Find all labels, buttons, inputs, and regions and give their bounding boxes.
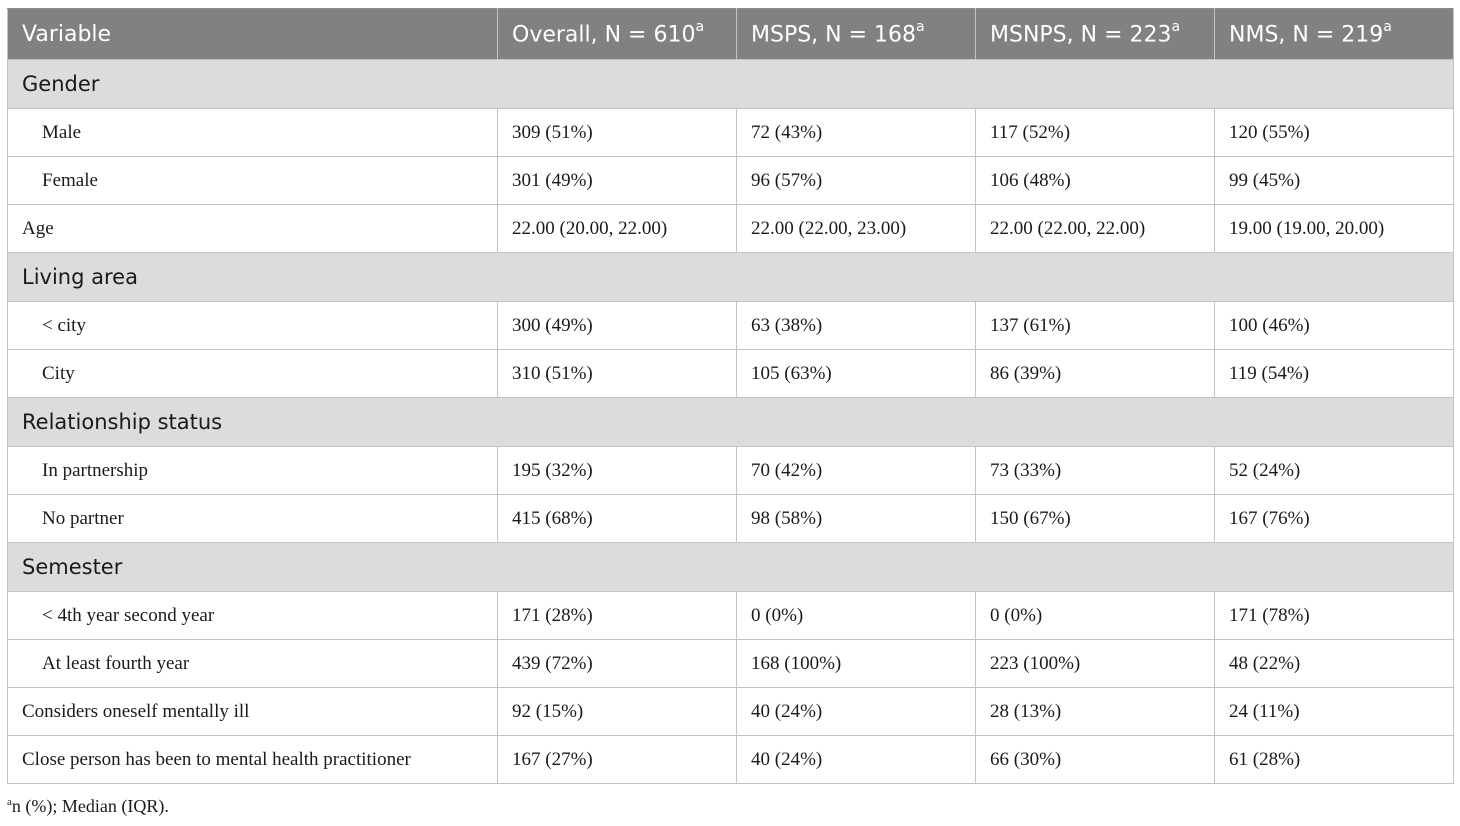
table-cell: 98 (58%) (736, 494, 976, 543)
header-label: MSNPS, N = 223 (990, 22, 1172, 48)
section-label: Relationship status (7, 397, 1454, 447)
table-body: Gender Male 309 (51%) 72 (43%) 117 (52%) 120 … (7, 59, 1454, 784)
table-row: Female 301 (49%) 96 (57%) 106 (48%) 99 (45%) (7, 156, 1454, 205)
table-cell: 167 (27%) (497, 735, 737, 784)
row-label: City (7, 349, 498, 398)
table-cell: 24 (11%) (1214, 687, 1454, 736)
table-cell: 92 (15%) (497, 687, 737, 736)
header-column: Overall, N = 610a (497, 8, 737, 60)
section-row: Living area (7, 252, 1454, 302)
table-cell: 63 (38%) (736, 301, 976, 350)
table-row: < city 300 (49%) 63 (38%) 137 (61%) 100 (46%… (7, 301, 1454, 350)
table-cell: 167 (76%) (1214, 494, 1454, 543)
table-row: Male 309 (51%) 72 (43%) 117 (52%) 120 (55%) (7, 108, 1454, 157)
table-cell: 117 (52%) (975, 108, 1215, 157)
section-row: Semester (7, 542, 1454, 592)
table-row: No partner 415 (68%) 98 (58%) 150 (67%) 167 … (7, 494, 1454, 543)
table-cell: 309 (51%) (497, 108, 737, 157)
table-cell: 0 (0%) (975, 591, 1215, 640)
row-label: Age (7, 204, 498, 253)
table-cell: 48 (22%) (1214, 639, 1454, 688)
table-cell: 40 (24%) (736, 735, 976, 784)
table-cell: 171 (78%) (1214, 591, 1454, 640)
header-label: Overall, N = 610 (512, 22, 696, 48)
table-cell: 168 (100%) (736, 639, 976, 688)
table-cell: 223 (100%) (975, 639, 1215, 688)
row-label: < city (7, 301, 498, 350)
table-cell: 19.00 (19.00, 20.00) (1214, 204, 1454, 253)
header-column: MSPS, N = 168a (736, 8, 976, 60)
row-label: In partnership (7, 446, 498, 495)
row-label: At least fourth year (7, 639, 498, 688)
table-cell: 73 (33%) (975, 446, 1215, 495)
table-cell: 415 (68%) (497, 494, 737, 543)
table-cell: 0 (0%) (736, 591, 976, 640)
header-footnote-marker: a (1171, 18, 1181, 35)
row-label: Female (7, 156, 498, 205)
header-label: Variable (22, 21, 112, 47)
table-cell: 86 (39%) (975, 349, 1215, 398)
table-footnote: an (%); Median (IQR). (7, 796, 169, 817)
row-label: Male (7, 108, 498, 157)
section-row: Gender (7, 59, 1454, 109)
header-footnote-marker: a (1383, 18, 1392, 35)
footnote-marker: a (7, 796, 12, 808)
table-cell: 171 (28%) (497, 591, 737, 640)
row-label: No partner (7, 494, 498, 543)
table-cell: 301 (49%) (497, 156, 737, 205)
table-cell: 22.00 (22.00, 22.00) (975, 204, 1215, 253)
header-column: MSNPS, N = 223a (975, 8, 1215, 60)
section-label: Living area (7, 252, 1454, 302)
table-cell: 66 (30%) (975, 735, 1215, 784)
table-header-row: Variable Overall, N = 610a MSPS, N = 168a M… (7, 8, 1454, 60)
header-column: NMS, N = 219a (1214, 8, 1454, 60)
table-row: Age 22.00 (20.00, 22.00) 22.00 (22.00, 23.… (7, 204, 1454, 253)
table-cell: 105 (63%) (736, 349, 976, 398)
table-cell: 61 (28%) (1214, 735, 1454, 784)
table-cell: 28 (13%) (975, 687, 1215, 736)
table-cell: 72 (43%) (736, 108, 976, 157)
section-label: Semester (7, 542, 1454, 592)
header-variable: Variable (7, 8, 498, 60)
table-cell: 195 (32%) (497, 446, 737, 495)
table-cell: 96 (57%) (736, 156, 976, 205)
table-cell: 40 (24%) (736, 687, 976, 736)
table-row: < 4th year second year 171 (28%) 0 (0%) 0 (… (7, 591, 1454, 640)
table-cell: 119 (54%) (1214, 349, 1454, 398)
table-cell: 137 (61%) (975, 301, 1215, 350)
footnote-text: n (%); Median (IQR). (11, 796, 169, 816)
row-label: < 4th year second year (7, 591, 498, 640)
data-table: Variable Overall, N = 610a MSPS, N = 168a M… (7, 8, 1454, 784)
section-row: Relationship status (7, 397, 1454, 447)
table-row: In partnership 195 (32%) 70 (42%) 73 (33%) 5… (7, 446, 1454, 495)
header-footnote-marker: a (916, 18, 925, 35)
table-row: Close person has been to mental health p… (7, 735, 1454, 784)
table-cell: 99 (45%) (1214, 156, 1454, 205)
table-cell: 22.00 (22.00, 23.00) (736, 204, 976, 253)
table-cell: 106 (48%) (975, 156, 1215, 205)
table-cell: 70 (42%) (736, 446, 976, 495)
row-label: Close person has been to mental health p… (7, 735, 498, 784)
table-cell: 52 (24%) (1214, 446, 1454, 495)
table-row: Considers oneself mentally ill 92 (15%) 40… (7, 687, 1454, 736)
table-cell: 120 (55%) (1214, 108, 1454, 157)
header-label: MSPS, N = 168 (751, 22, 917, 48)
table-cell: 300 (49%) (497, 301, 737, 350)
header-footnote-marker: a (695, 18, 705, 35)
table-cell: 100 (46%) (1214, 301, 1454, 350)
table-cell: 150 (67%) (975, 494, 1215, 543)
row-label: Considers oneself mentally ill (7, 687, 498, 736)
table-row: At least fourth year 439 (72%) 168 (100%) 2… (7, 639, 1454, 688)
table-cell: 439 (72%) (497, 639, 737, 688)
table-cell: 310 (51%) (497, 349, 737, 398)
table-row: City 310 (51%) 105 (63%) 86 (39%) 119 (54%) (7, 349, 1454, 398)
table-cell: 22.00 (20.00, 22.00) (497, 204, 737, 253)
section-label: Gender (7, 59, 1454, 109)
header-label: NMS, N = 219 (1229, 22, 1384, 48)
